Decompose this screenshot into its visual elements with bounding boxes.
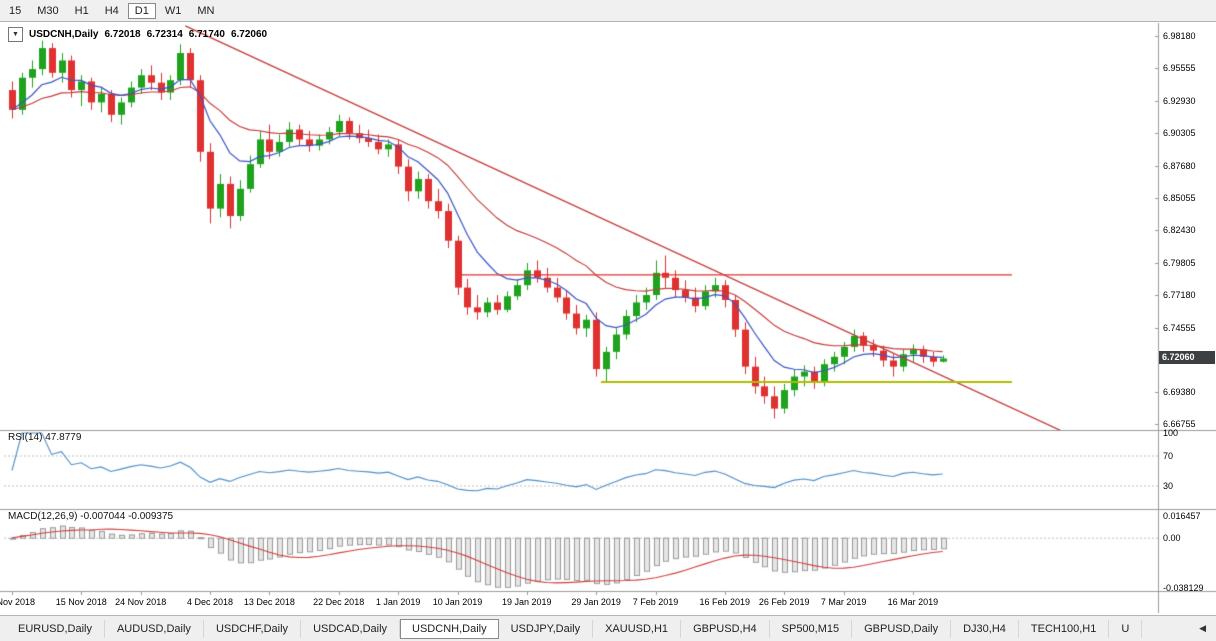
symbol-tab-tech100-h1[interactable]: TECH100,H1 — [1019, 619, 1110, 638]
symbol-tab-usdcad-daily[interactable]: USDCAD,Daily — [301, 619, 401, 638]
symbol-tab-dj30-h4[interactable]: DJ30,H4 — [951, 619, 1019, 638]
symbol-tab-usdjpy-daily[interactable]: USDJPY,Daily — [499, 619, 594, 638]
symbol-tab-usdcnh-daily[interactable]: USDCNH,Daily — [400, 618, 499, 639]
symbol-tab-eurusd-daily[interactable]: EURUSD,Daily — [6, 619, 105, 638]
symbol-tab-gbpusd-daily[interactable]: GBPUSD,Daily — [852, 619, 952, 638]
timeframe-button-h4[interactable]: H4 — [104, 4, 119, 17]
symbol-tab-bar: EURUSD,Daily AUDUSD,Daily USDCHF,Daily USDC… — [0, 615, 1216, 641]
symbol-tab-audusd-daily[interactable]: AUDUSD,Daily — [105, 619, 204, 638]
symbol-tab-xauusd-h1[interactable]: XAUUSD,H1 — [593, 619, 682, 638]
timeframe-button-m30[interactable]: M30 — [37, 4, 59, 17]
symbol-tab-gbpusd-h4[interactable]: GBPUSD,H4 — [681, 619, 770, 638]
timeframe-button-d1[interactable]: D1 — [127, 2, 156, 19]
timeframe-button-h1[interactable]: H1 — [74, 4, 89, 17]
tabs-scroll-left-icon[interactable]: ◀ — [1199, 623, 1206, 633]
timeframe-toolbar: 15 M30 H1 H4 D1 W1 MN — [0, 0, 1216, 22]
symbol-tab-sp500-m15[interactable]: SP500,M15 — [770, 619, 853, 638]
symbol-tab-usdchf-daily[interactable]: USDCHF,Daily — [204, 619, 302, 638]
timeframe-button-mn[interactable]: MN — [197, 4, 215, 17]
timeframe-button-w1[interactable]: W1 — [164, 4, 182, 17]
symbol-tab-u[interactable]: U — [1109, 619, 1143, 638]
timeframe-button-15[interactable]: 15 — [9, 4, 22, 17]
